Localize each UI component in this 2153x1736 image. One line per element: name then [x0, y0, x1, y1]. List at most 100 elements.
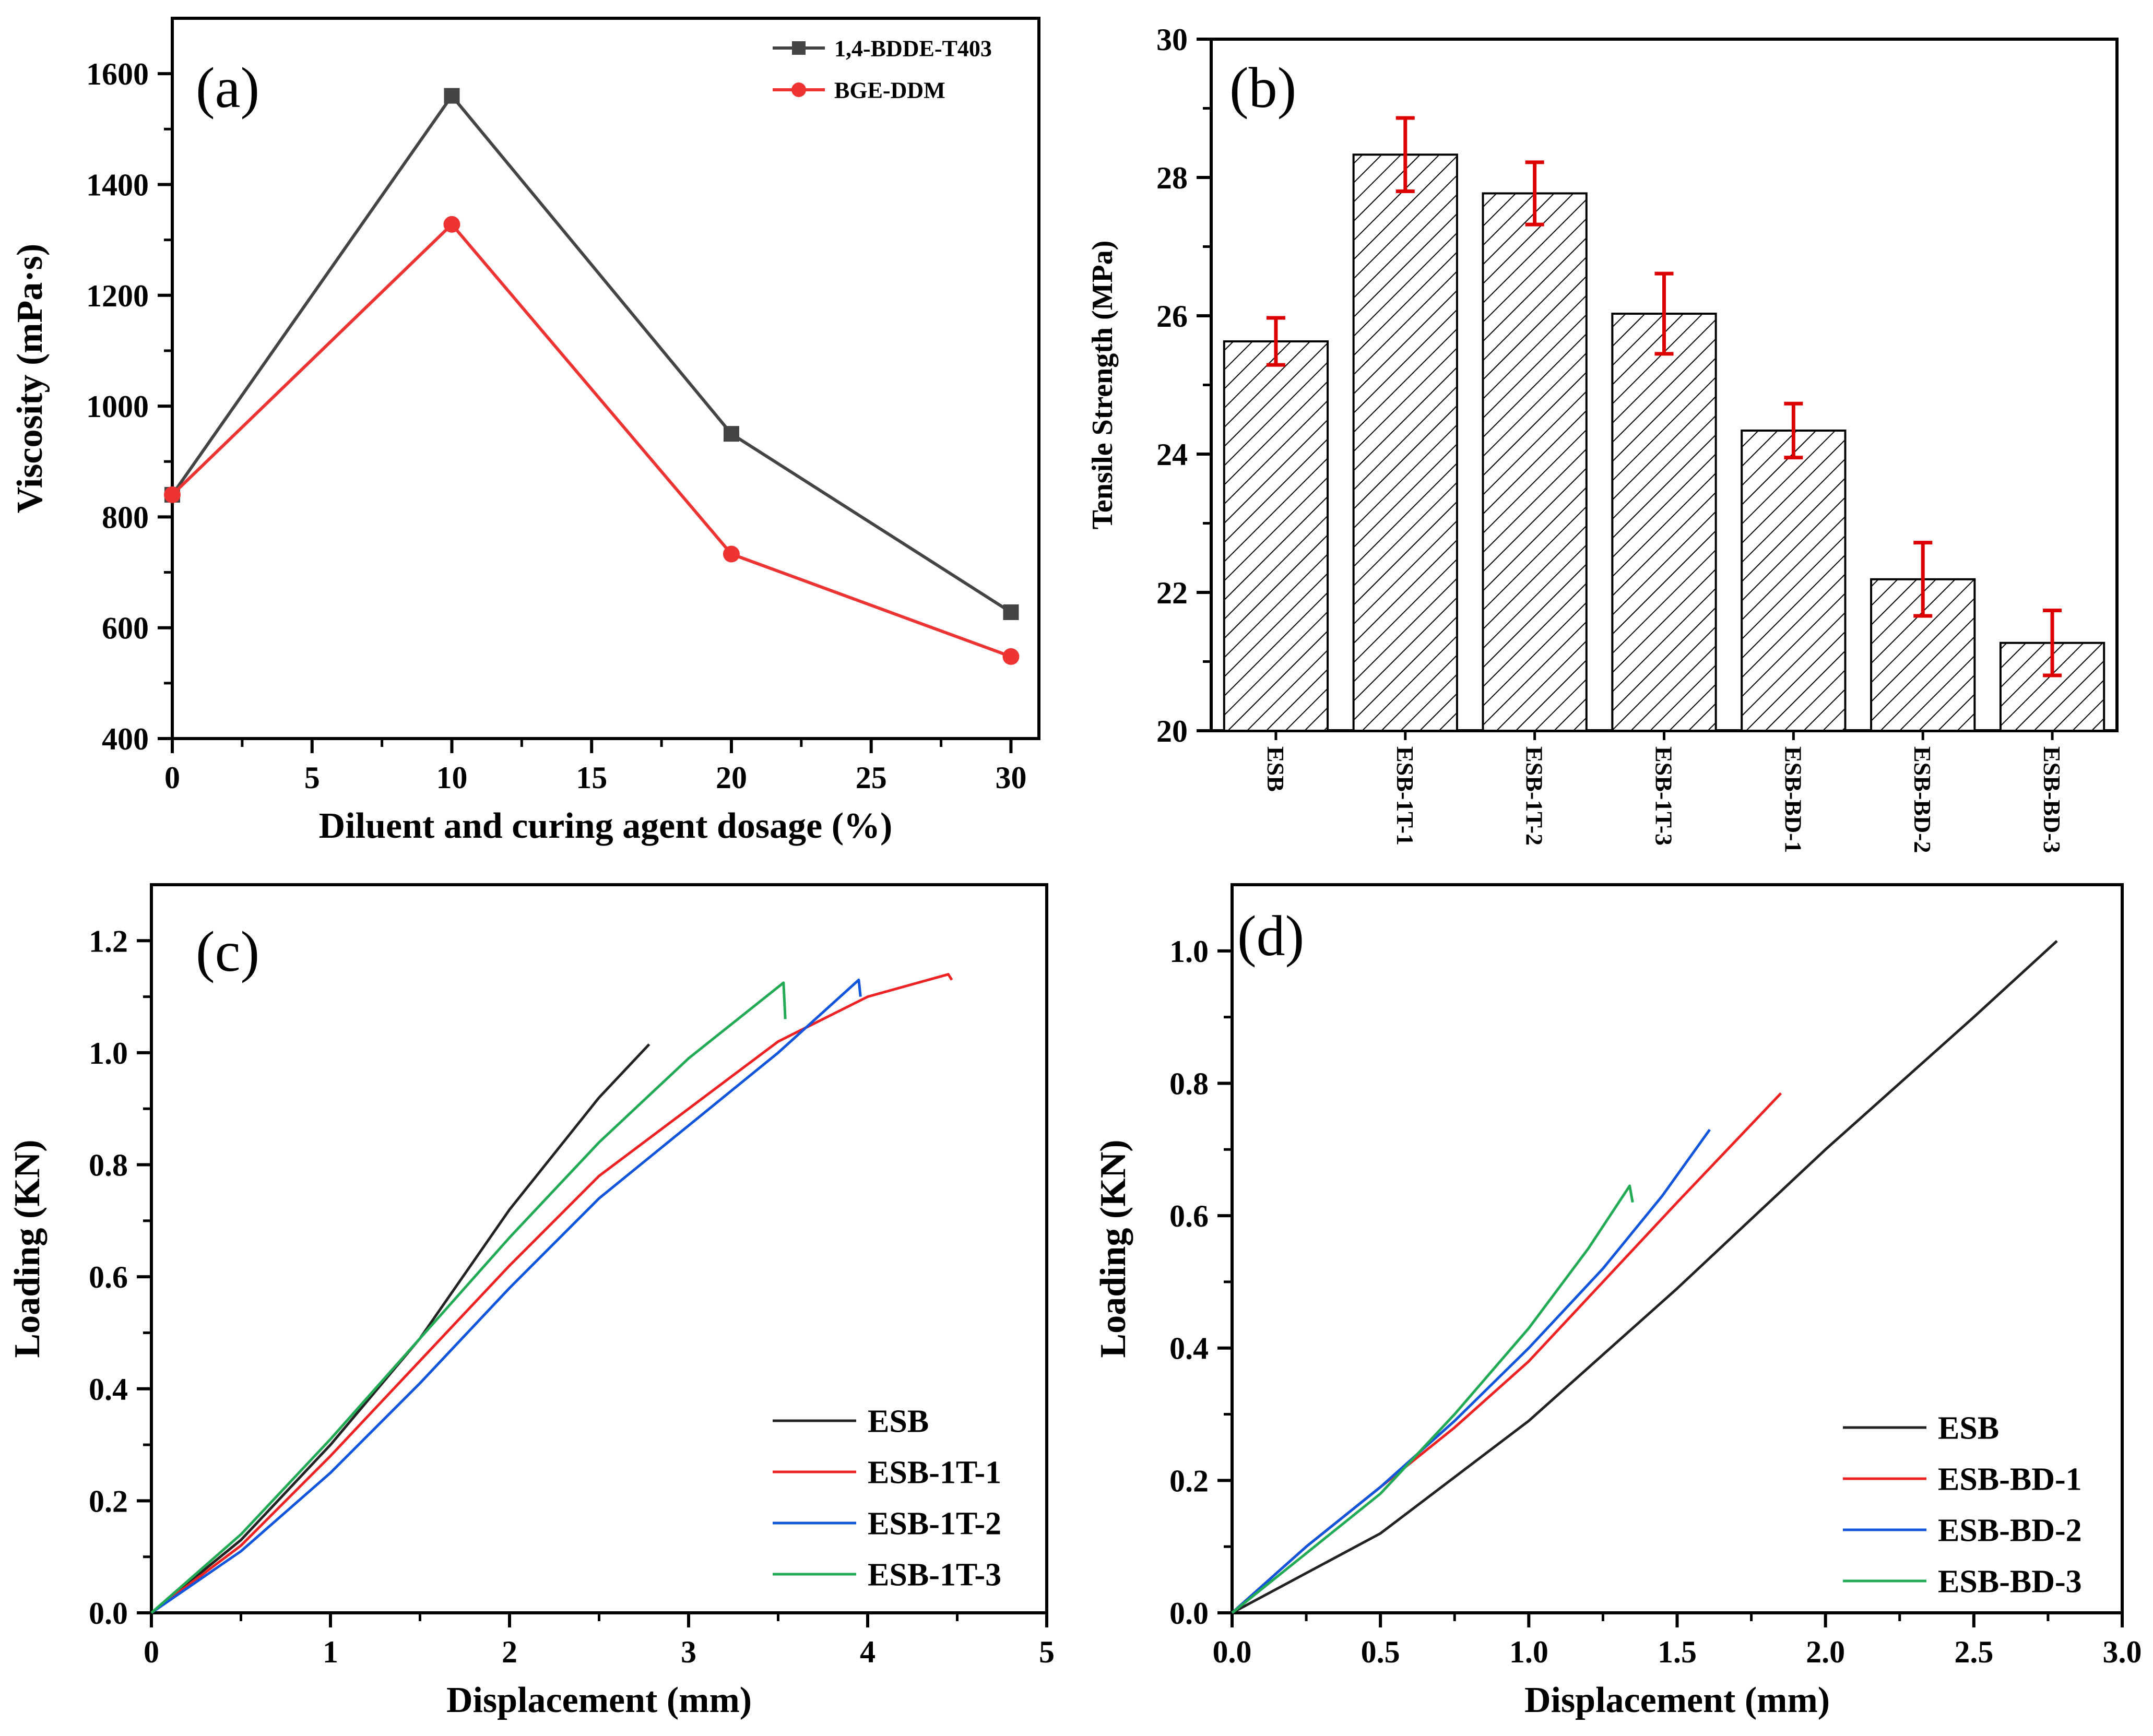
panel-b-bar-esb-1t-1 [1352, 153, 1458, 732]
panel-d-x-tick-label: 2.0 [1806, 1635, 1845, 1669]
panel-a-x-tick-label: 30 [995, 760, 1026, 795]
panel-c-y-tick-label: 0.6 [89, 1260, 128, 1294]
panel-d-x-tick-label: 1.5 [1658, 1635, 1697, 1669]
panel-a-x-tick-label: 0 [164, 760, 180, 795]
panel-d-legend-label-esb-bd-1: ESB-BD-1 [1938, 1462, 2082, 1497]
panel-a-point-1-4-bdde-t403 [1003, 604, 1019, 620]
panel-d-y-tick-label: 1.0 [1169, 934, 1209, 969]
panel-b-y-tick-label: 28 [1156, 161, 1188, 195]
panel-d-y-tick-label: 0.4 [1169, 1331, 1209, 1366]
panel-c-y-tick-label: 0.0 [89, 1596, 128, 1631]
panel-c-y-tick-label: 1.2 [89, 924, 128, 958]
panel-d-label: (d) [1237, 904, 1304, 968]
panel-d-x-tick-label: 0.0 [1213, 1635, 1252, 1669]
panel-c-series-esb-1t-1 [150, 973, 953, 1614]
panel-b-category-label: ESB-BD-1 [1780, 746, 1806, 853]
panel-d-x-tick-label: 3.0 [2103, 1635, 2142, 1669]
panel-c-series-esb [150, 1043, 650, 1614]
panel-a-y-tick-label: 400 [102, 722, 149, 756]
panel-a-point-bge-ddm [1002, 648, 1020, 665]
panel-a-point-1-4-bdde-t403 [723, 426, 739, 442]
panel-d-y-tick-label: 0.2 [1169, 1464, 1209, 1498]
panel-b-y-tick-label: 22 [1156, 576, 1188, 610]
panel-c-x-tick-label: 3 [681, 1635, 696, 1669]
panel-a-y-tick-label: 600 [102, 611, 149, 646]
panel-c-loading-chart: 0 1 2 3 4 5 0.0 0.2 0.4 0.6 0.8 1.0 1.2 Displacement … [7, 883, 1055, 1720]
panel-d-y-tick-label: 0.8 [1169, 1066, 1209, 1101]
panel-b-category-label: ESB-1T-1 [1392, 746, 1418, 846]
panel-a-point-1-4-bdde-t403 [444, 88, 460, 104]
panel-c-y-tick-label: 1.0 [89, 1036, 128, 1071]
panel-d-x-tick-label: 0.5 [1361, 1635, 1400, 1669]
panel-a-x-tick-label: 10 [436, 760, 467, 795]
panel-b-category-label: ESB-1T-2 [1521, 746, 1548, 846]
panel-b-y-axis-label: Tensile Strength (MPa) [1086, 241, 1119, 530]
panel-a-point-bge-ddm [723, 545, 740, 563]
panel-b-bar-esb-bd-1 [1741, 429, 1847, 732]
panel-d-y-tick-label: 0.6 [1169, 1199, 1209, 1233]
panel-c-label: (c) [196, 920, 259, 983]
panel-c-series-esb-1t-2 [150, 978, 862, 1614]
panel-a-viscosity-chart: 0 5 10 15 20 25 30 400 600 800 1000 1200 1400 1600 Dil… [10, 17, 1040, 846]
panel-a-y-tick-label: 800 [102, 500, 149, 534]
panel-c-legend-label-esb-1t-2: ESB-1T-2 [868, 1506, 1001, 1542]
panel-d-plot-frame [1231, 883, 2124, 1614]
panel-a-plot-frame [171, 17, 1040, 740]
panel-a-x-tick-label: 20 [716, 760, 747, 795]
panel-b-bar-esb-1t-2 [1482, 192, 1588, 732]
panel-a-y-tick-label: 1000 [86, 389, 149, 424]
panel-d-y-axis-label: Loading (KN) [1093, 1139, 1133, 1358]
panel-d-series-esb-bd-2 [1231, 1128, 1711, 1614]
panel-a-legend-marker-bge-ddm [791, 82, 806, 97]
panel-b-y-tick-label: 20 [1156, 714, 1188, 748]
panel-a-legend-label-bge-ddm: BGE-DDM [834, 77, 945, 103]
panel-a-x-tick-label: 5 [304, 760, 320, 795]
panel-c-y-tick-label: 0.2 [89, 1484, 128, 1518]
panel-a-point-bge-ddm [443, 216, 460, 233]
panel-c-y-tick-label: 0.8 [89, 1148, 128, 1183]
panel-a-series-1-4-bdde-t403 [171, 94, 1012, 614]
panel-a-label: (a) [196, 56, 259, 120]
panel-c-y-tick-label: 0.4 [89, 1372, 128, 1407]
panel-a-x-tick-label: 15 [576, 760, 607, 795]
panel-b-category-label: ESB-1T-3 [1651, 746, 1677, 846]
panel-c-x-tick-label: 5 [1039, 1635, 1055, 1669]
panel-d-legend-label-esb: ESB [1938, 1411, 1999, 1446]
panel-d-x-tick-label: 1.0 [1509, 1635, 1548, 1669]
panel-a-y-axis-label: Viscosity (mPa·s) [10, 244, 50, 514]
panel-b-y-tick-label: 24 [1156, 437, 1188, 472]
panel-d-legend-label-esb-bd-2: ESB-BD-2 [1938, 1513, 2082, 1549]
panel-b-category-label: ESB [1262, 746, 1289, 792]
panel-d-loading-chart: 0.0 0.5 1.0 1.5 2.0 2.5 3.0 0.0 0.2 0.4 0.6 0.8 1.0 D… [1093, 883, 2142, 1720]
panel-c-legend-label-esb: ESB [868, 1404, 929, 1440]
panel-a-legend-marker-1-4-bdde-t403 [792, 41, 806, 55]
panel-c-x-tick-label: 0 [144, 1635, 159, 1669]
panel-d-series-esb-bd-3 [1231, 1184, 1634, 1614]
panel-a-point-bge-ddm [164, 486, 181, 503]
panel-a-y-tick-label: 1200 [86, 279, 149, 313]
panel-a-legend-label-1-4-bdde-t403: 1,4-BDDE-T403 [834, 35, 992, 61]
panel-a-x-tick-label: 25 [856, 760, 887, 795]
panel-b-bar-esb-1t-3 [1611, 313, 1717, 732]
panel-d-legend-label-esb-bd-3: ESB-BD-3 [1938, 1564, 2082, 1600]
panel-b-category-label: ESB-BD-2 [1909, 746, 1936, 853]
panel-d-x-axis-label: Displacement (mm) [1524, 1680, 1830, 1720]
panel-d-series-esb [1231, 940, 2058, 1614]
panel-a-x-axis-label: Diluent and curing agent dosage (%) [319, 806, 893, 846]
panel-a-y-tick-label: 1400 [86, 168, 149, 202]
panel-b-label: (b) [1229, 56, 1296, 120]
panel-c-x-tick-label: 2 [502, 1635, 517, 1669]
panel-a-series-bge-ddm [171, 222, 1012, 658]
panel-c-x-tick-label: 1 [323, 1635, 338, 1669]
panel-d-y-tick-label: 0.0 [1169, 1596, 1209, 1631]
panel-b-y-tick-label: 30 [1156, 22, 1188, 57]
panel-c-legend-label-esb-1t-3: ESB-1T-3 [868, 1557, 1001, 1593]
panel-b-category-label: ESB-BD-3 [2039, 746, 2065, 853]
panel-b-bar-esb [1223, 340, 1329, 732]
panel-c-y-axis-label: Loading (KN) [7, 1139, 48, 1358]
panel-c-x-axis-label: Displacement (mm) [446, 1680, 752, 1720]
panel-b-y-tick-label: 26 [1156, 299, 1188, 334]
panel-c-legend-label-esb-1t-1: ESB-1T-1 [868, 1455, 1001, 1491]
panel-b-tensile-bar-chart: 20 22 24 26 28 30 Tensile Strength (MPa) ESB ESB… [1086, 22, 2119, 853]
panel-d-x-tick-label: 2.5 [1954, 1635, 1993, 1669]
